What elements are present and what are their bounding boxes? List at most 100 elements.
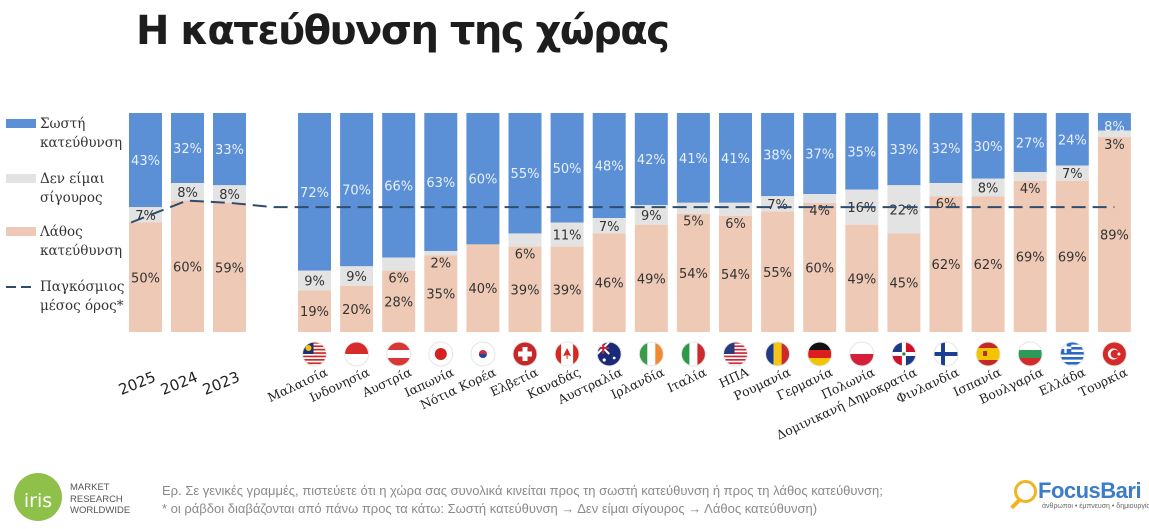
data-label-right: 24% (1058, 133, 1087, 148)
data-label-wrong: 35% (426, 288, 455, 303)
flag-italy-icon (681, 342, 706, 366)
bar-segment-unsure (171, 183, 204, 201)
data-label-right: 70% (342, 184, 371, 199)
bar-Πολωνία: 35% 16% 49% (845, 113, 879, 332)
flag-bulgaria-icon (1018, 342, 1043, 366)
data-label-unsure: 16% (847, 201, 876, 216)
flag-germany-icon (807, 342, 832, 366)
flag-border (638, 341, 664, 367)
bar-segment-wrong (887, 233, 921, 332)
bar-segment-wrong (340, 286, 374, 332)
bar-ΗΠΑ: 41% 6% 54% (719, 113, 752, 332)
bar-segment-wrong (761, 211, 795, 332)
x-tick-label-year: 2024 (158, 368, 200, 399)
bar-Τουρκία: 8% 3% 89% (1097, 113, 1131, 332)
bar-2025: 43% 7% 50% (129, 113, 162, 332)
x-axis-labels: 2025 2024 2023 ΜαλαισίαΙνδονησίαΑυστρίαΙαπω… (116, 341, 1130, 443)
page-title: Η κατεύθυνση της χώρας (136, 8, 670, 54)
bar-segment-wrong (929, 196, 963, 332)
bar-Ιαπωνία: 63% 2% 35% (424, 113, 458, 332)
data-label-unsure: 3% (1104, 138, 1125, 153)
data-label-right: 43% (131, 154, 160, 169)
data-label-unsure: 22% (889, 203, 918, 218)
flag-malaysia-icon (302, 342, 327, 366)
data-label-wrong: 19% (300, 305, 329, 320)
data-label-right: 60% (468, 173, 497, 188)
bar-segment-wrong (803, 202, 837, 332)
data-label-wrong: 69% (1016, 250, 1045, 265)
legend-item-right: Σωστή κατεύθυνση (6, 116, 122, 151)
legend-label: Παγκόσμιος (40, 279, 125, 295)
data-label-wrong: 69% (1058, 250, 1087, 265)
bar-segment-wrong (466, 244, 500, 332)
bar-Ινδονησία: 70% 9% 20% (340, 113, 374, 332)
bar-segment-wrong (719, 215, 752, 332)
legend-swatch (6, 174, 36, 183)
bar-Ελλάδα: 24% 7% 69% (1055, 113, 1089, 332)
bar-segment-wrong (129, 222, 162, 332)
bar-segment-wrong (298, 290, 331, 332)
bar-segment-unsure (803, 194, 837, 203)
flag-border (1017, 341, 1043, 367)
bar-segment-wrong (845, 224, 879, 332)
magnifier-handle (1010, 498, 1021, 510)
flag-border (1059, 341, 1085, 367)
bar-segment-right (845, 113, 879, 190)
bar-segment-right (719, 113, 752, 203)
data-label-right: 33% (889, 143, 918, 158)
bar-segment-wrong (1013, 180, 1047, 332)
bar-segment-right (129, 113, 162, 208)
iris-logo: iris (14, 473, 62, 521)
bar-2023: 33% 8% 59% (213, 113, 246, 332)
data-label-unsure: 4% (809, 204, 830, 219)
survey-question: Ερ. Σε γενικές γραμμές, πιστεύετε ότι η … (162, 483, 883, 498)
flag-greece-icon (1060, 342, 1085, 366)
data-label-right: 27% (1016, 137, 1045, 152)
bar-segment-unsure (971, 178, 1005, 197)
flag-border (512, 341, 538, 367)
bar-segment-wrong (592, 233, 626, 332)
flag-border (302, 341, 327, 367)
flag-border (344, 341, 370, 367)
data-label-unsure: 6% (725, 217, 746, 232)
iris-logo-text: MARKET RESEARCH WORLDWIDE (70, 482, 131, 516)
flag-usa-icon (723, 342, 748, 366)
bar-segment-unsure (1013, 172, 1047, 181)
flag-border (470, 341, 496, 367)
bar-segment-unsure (1097, 130, 1131, 138)
bar-segment-unsure (887, 185, 921, 234)
legend-label: σίγουρος (40, 190, 103, 206)
bar-segment-unsure (929, 183, 963, 197)
flag-canada-icon (555, 342, 580, 366)
data-label-unsure: 6% (515, 248, 536, 263)
bar-segment-right (1055, 113, 1089, 166)
legend: Σωστή κατεύθυνση Δεν είμαι σίγουρος Λάθος κατ… (6, 116, 125, 314)
bar-segment-wrong (634, 224, 668, 332)
bar-Ρουμανία: 38% 7% 55% (761, 113, 795, 332)
bar-segment-right (803, 113, 837, 195)
data-label-unsure: 7% (135, 209, 156, 224)
bar-segment-right (466, 113, 500, 245)
data-label-wrong: 89% (1100, 229, 1129, 244)
bar-segment-right (508, 113, 542, 234)
legend-label: Δεν είμαι (40, 171, 105, 187)
data-label-right: 41% (679, 152, 708, 167)
bar-Φινλανδία: 32% 6% 62% (929, 113, 963, 332)
data-label-unsure: 8% (177, 186, 198, 201)
data-label-unsure: 4% (1020, 182, 1041, 197)
bar-segment-unsure (1055, 165, 1089, 181)
bar-Αυστρία: 66% 6% 28% (382, 113, 416, 332)
bar-Ελβετία: 55% 6% 39% (508, 113, 542, 332)
bar-segment-right (213, 113, 246, 186)
flag-border (723, 341, 748, 367)
legend-label: κατεύθυνση (40, 135, 122, 151)
flag-border (807, 341, 833, 367)
data-label-right: 72% (300, 186, 329, 201)
data-label-wrong: 55% (763, 266, 792, 281)
data-label-right: 32% (173, 142, 202, 157)
data-label-wrong: 60% (173, 260, 202, 275)
data-label-wrong: 46% (595, 277, 624, 292)
legend-swatch (6, 227, 36, 236)
flag-poland-icon (849, 342, 874, 366)
legend-item-unsure: Δεν είμαι σίγουρος (6, 171, 105, 206)
